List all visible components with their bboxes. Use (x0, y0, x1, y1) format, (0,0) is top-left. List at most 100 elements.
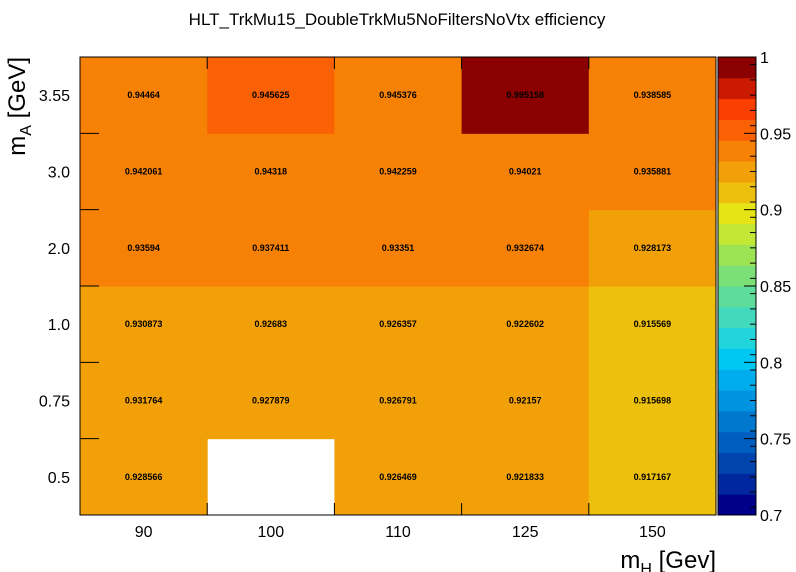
colorbar-segment (718, 98, 756, 120)
heatmap-cell (588, 57, 717, 134)
colorbar-segment (718, 286, 756, 308)
cell-value-label: 0.926469 (379, 472, 417, 482)
y-tick-label: 0.75 (39, 394, 70, 411)
cell-value-label: 0.942061 (125, 167, 163, 177)
x-tick-label: 90 (135, 524, 153, 541)
heatmap-cell (80, 286, 208, 363)
colorbar-segment (718, 369, 756, 391)
colorbar-segment (718, 140, 756, 162)
heatmap-cell (80, 57, 208, 134)
colorbar-segment (718, 348, 756, 370)
heatmap-cell (588, 209, 717, 287)
colorbar-segment (718, 306, 756, 329)
x-axis-title-main: m (620, 547, 640, 572)
colorbar-segment (718, 494, 756, 516)
colorbar-ticks: 0.7 0.75 0.8 0.85 0.9 0.95 1 (744, 50, 791, 525)
cell-value-label: 0.94021 (509, 167, 542, 177)
cell-value-label: 0.917167 (634, 472, 672, 482)
cell-value-label: 0.915569 (634, 319, 672, 329)
x-axis-title-sub: H (640, 561, 652, 572)
cell-value-label: 0.935881 (634, 167, 672, 177)
cell-value-label: 0.938585 (634, 90, 672, 100)
y-axis-title-unit: [GeV] (4, 57, 31, 125)
heatmap-cell (334, 57, 463, 134)
cell-value-label: 0.995158 (506, 90, 544, 100)
colorbar-segment (718, 181, 756, 204)
heatmap-cell (207, 362, 335, 440)
cell-value-label: 0.931764 (125, 396, 163, 406)
heatmap-cell (461, 362, 590, 440)
colorbar-segment (718, 244, 756, 266)
colorbar-segment (718, 390, 756, 412)
heatmap-cell (588, 438, 717, 516)
colorbar-segment (718, 473, 756, 495)
colorbar-segment (718, 161, 756, 183)
colorbar-tick-label: 0.8 (760, 355, 782, 372)
heatmap-cell (207, 209, 335, 287)
colorbar (717, 56, 757, 516)
heatmap-cell (588, 286, 717, 363)
y-tick-label: 3.0 (48, 165, 70, 182)
heatmap-cell (207, 133, 335, 211)
heatmap-cell (334, 209, 463, 287)
heatmap-cell (207, 57, 335, 134)
cell-value-label: 0.921833 (506, 472, 544, 482)
heatmap-cell (334, 362, 463, 440)
x-axis-title: mH [Gev] (620, 547, 716, 572)
heatmap-cell (334, 286, 463, 363)
cell-value-label: 0.915698 (634, 396, 672, 406)
colorbar-segment (718, 410, 756, 433)
y-axis-title-main: m (4, 136, 31, 156)
colorbar-segment (718, 77, 756, 100)
cell-value-label: 0.945625 (252, 90, 290, 100)
colorbar-tick-label: 0.9 (760, 203, 782, 220)
colorbar-segment (718, 202, 756, 225)
y-tick-label: 0.5 (48, 470, 70, 487)
heatmap-cell (207, 286, 335, 363)
colorbar-segment (718, 223, 756, 245)
cell-value-label: 0.92157 (509, 396, 542, 406)
heatmap-cell (80, 209, 208, 287)
heatmap-cell (334, 438, 463, 516)
y-tick-label: 1.0 (48, 317, 70, 334)
cell-value-label: 0.932674 (506, 243, 544, 253)
cell-value-label: 0.922602 (506, 319, 544, 329)
heatmap-cell (461, 133, 590, 211)
colorbar-tick-label: 0.95 (760, 126, 791, 143)
colorbar-tick-label: 0.85 (760, 279, 791, 296)
cell-value-label: 0.945376 (379, 90, 417, 100)
cell-value-label: 0.926791 (379, 396, 417, 406)
colorbar-segment (718, 57, 756, 79)
colorbar-tick-label: 1 (760, 50, 769, 67)
heatmap-cell (80, 438, 208, 516)
cell-value-label: 0.937411 (252, 243, 289, 253)
heatmap-cell (334, 133, 463, 211)
x-axis: 90 100 110 125 150 (135, 57, 666, 541)
colorbar-segment (718, 431, 756, 454)
cell-value-label: 0.93351 (382, 243, 415, 253)
cell-value-label: 0.928173 (634, 243, 672, 253)
heatmap-cell (461, 438, 590, 516)
y-tick-label: 2.0 (48, 241, 70, 258)
colorbar-tick-label: 0.75 (760, 432, 791, 449)
cell-value-label: 0.94464 (127, 90, 160, 100)
x-tick-label: 100 (257, 524, 284, 541)
cell-value-label: 0.930873 (125, 319, 163, 329)
colorbar-segment (718, 265, 756, 287)
heatmap-cell (80, 362, 208, 440)
heatmap-cell (461, 57, 590, 134)
cell-value-label: 0.927879 (252, 396, 290, 406)
colorbar-segment (718, 119, 756, 141)
cell-value-label: 0.92683 (255, 319, 288, 329)
x-tick-label: 110 (385, 524, 411, 541)
cell-value-label: 0.942259 (379, 167, 417, 177)
y-axis-title-sub: A (18, 125, 35, 136)
heatmap-cell (80, 133, 208, 211)
cell-value-label: 0.928566 (125, 472, 163, 482)
heatmap-cell (461, 286, 590, 363)
y-axis: 0.5 0.75 1.0 2.0 3.0 3.55 (39, 88, 99, 487)
y-tick-label: 3.55 (39, 88, 70, 105)
heatmap-cell (588, 133, 717, 211)
cell-value-label: 0.93594 (127, 243, 160, 253)
